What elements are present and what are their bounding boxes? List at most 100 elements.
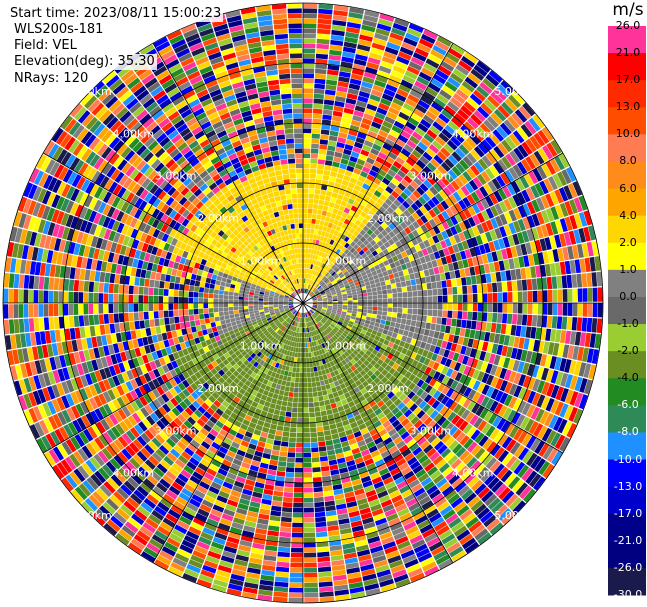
velocity-gate — [432, 361, 440, 371]
velocity-gate — [121, 406, 132, 418]
velocity-gate — [566, 422, 577, 438]
velocity-gate — [457, 109, 470, 121]
velocity-gate — [428, 218, 437, 228]
velocity-gate — [287, 335, 291, 340]
velocity-gate — [392, 378, 400, 386]
velocity-gate — [268, 464, 278, 471]
velocity-gate — [333, 369, 340, 376]
velocity-gate — [291, 351, 296, 357]
velocity-gate — [342, 305, 348, 308]
velocity-gate — [317, 306, 322, 309]
velocity-gate — [315, 250, 320, 256]
velocity-gate — [262, 319, 268, 324]
velocity-gate — [326, 292, 332, 296]
velocity-gate — [384, 508, 397, 518]
velocity-gate — [310, 264, 314, 270]
velocity-gate — [148, 538, 163, 550]
velocity-gate — [334, 285, 340, 289]
velocity-gate — [361, 289, 367, 294]
velocity-gate — [86, 476, 99, 491]
velocity-gate — [342, 51, 355, 59]
velocity-gate — [170, 448, 181, 459]
velocity-gate — [503, 394, 513, 407]
velocity-gate — [530, 406, 541, 420]
velocity-gate — [433, 413, 443, 423]
velocity-gate — [227, 416, 236, 424]
velocity-gate — [357, 303, 363, 306]
velocity-gate — [300, 327, 302, 333]
velocity-gate — [535, 408, 545, 423]
velocity-gate — [483, 263, 491, 274]
velocity-gate — [442, 509, 456, 521]
velocity-gate — [178, 455, 189, 465]
velocity-gate — [371, 313, 377, 319]
velocity-gate — [129, 427, 140, 439]
velocity-gate — [453, 403, 463, 414]
velocity-gate — [496, 282, 503, 292]
velocity-gate — [363, 71, 377, 80]
velocity-gate — [301, 317, 303, 323]
velocity-gate — [448, 47, 463, 60]
velocity-gate — [186, 368, 194, 377]
velocity-gate — [431, 399, 441, 410]
velocity-gate — [382, 142, 393, 152]
velocity-gate — [406, 313, 412, 320]
velocity-gate — [313, 486, 323, 493]
velocity-gate — [393, 573, 409, 583]
velocity-gate — [476, 212, 486, 223]
velocity-gate — [183, 420, 193, 430]
velocity-gate — [381, 343, 388, 350]
velocity-gate — [317, 315, 323, 320]
velocity-gate — [480, 470, 493, 483]
velocity-gate — [546, 276, 553, 290]
velocity-gate — [231, 522, 244, 530]
velocity-gate — [370, 182, 379, 190]
velocity-gate — [442, 295, 448, 303]
velocity-gate — [363, 195, 371, 203]
velocity-gate — [306, 367, 311, 373]
velocity-gate — [326, 74, 338, 81]
velocity-gate — [351, 265, 358, 271]
velocity-gate — [315, 360, 320, 367]
velocity-gate — [346, 433, 355, 441]
velocity-gate — [368, 198, 376, 206]
velocity-gate — [216, 396, 225, 404]
velocity-gate — [395, 389, 404, 398]
velocity-gate — [322, 284, 327, 289]
velocity-gate — [474, 330, 481, 340]
velocity-gate — [367, 299, 373, 303]
velocity-gate — [418, 38, 434, 49]
velocity-gate — [294, 382, 299, 388]
velocity-gate — [329, 325, 334, 330]
velocity-gate — [432, 235, 440, 244]
velocity-gate — [258, 589, 273, 596]
velocity-gate — [380, 221, 388, 230]
velocity-gate — [278, 342, 283, 348]
velocity-gate — [572, 346, 580, 360]
velocity-gate — [238, 388, 246, 395]
velocity-gate — [366, 356, 373, 363]
velocity-gate — [542, 445, 554, 460]
velocity-gate — [437, 373, 446, 383]
velocity-gate — [455, 147, 466, 159]
velocity-gate — [259, 508, 271, 515]
velocity-gate — [246, 320, 252, 325]
velocity-gate — [402, 303, 408, 309]
velocity-gate — [533, 150, 545, 165]
velocity-gate — [190, 521, 204, 532]
velocity-gate — [325, 439, 334, 446]
velocity-gate — [402, 396, 411, 405]
velocity-gate — [353, 278, 359, 284]
velocity-gate — [454, 362, 462, 372]
velocity-gate — [369, 246, 376, 253]
velocity-gate — [409, 193, 418, 203]
velocity-gate — [228, 531, 241, 540]
velocity-gate — [332, 19, 347, 27]
velocity-gate — [139, 526, 154, 538]
velocity-gate — [340, 334, 346, 340]
velocity-gate — [459, 374, 468, 384]
velocity-gate — [557, 303, 563, 316]
velocity-gate — [262, 493, 273, 501]
velocity-gate — [290, 308, 295, 312]
velocity-gate — [346, 232, 353, 239]
